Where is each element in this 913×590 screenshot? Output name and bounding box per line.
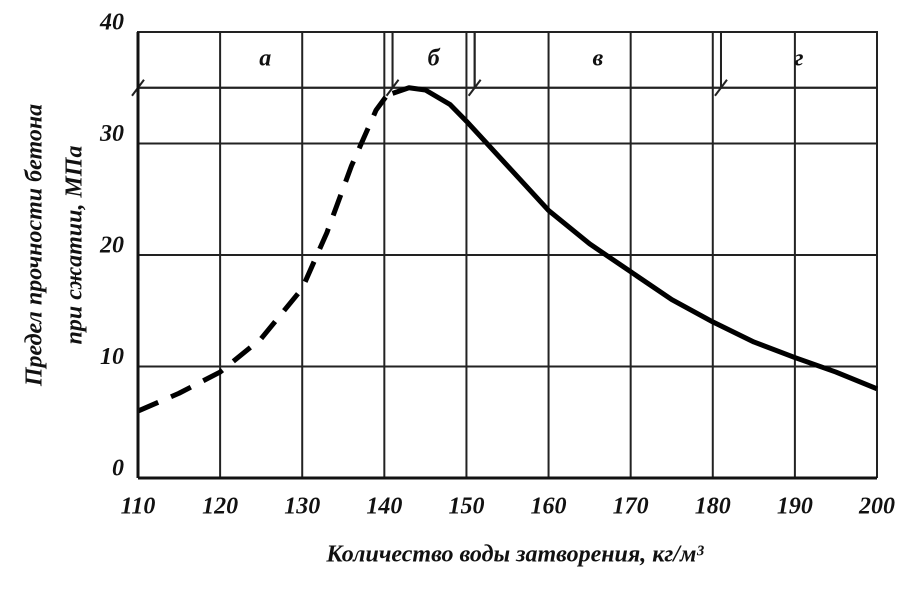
zone (719, 31, 878, 89)
x-tick-label: 140 (366, 494, 402, 520)
zone-tick (467, 79, 482, 97)
zone-label: а (259, 45, 271, 71)
x-tick-label: 150 (448, 494, 484, 520)
y-tick-label: 0 (112, 456, 124, 482)
x-tick-label: 160 (531, 494, 567, 520)
x-tick-label: 190 (777, 494, 813, 520)
zone-label: г (795, 45, 804, 71)
line (391, 85, 878, 392)
zone-tick (385, 79, 400, 97)
y-axis-label: при сжатии, МПа (62, 146, 88, 345)
x-tick-label: 180 (695, 494, 731, 520)
x-tick-label: 130 (284, 494, 320, 520)
y-axis-label: Предел прочности бетона (22, 104, 48, 387)
y-tick-label: 40 (99, 10, 124, 36)
x-tick-label: 170 (613, 494, 649, 520)
zone-tick (714, 79, 728, 97)
line (137, 86, 395, 414)
x-tick-label: 120 (202, 494, 238, 520)
x-tick-label: 110 (121, 494, 156, 520)
y-tick-label: 30 (99, 121, 124, 147)
zone-label: в (592, 45, 603, 71)
x-tick-label: 200 (858, 494, 895, 520)
y-tick-label: 20 (99, 233, 124, 259)
zone-label: б (428, 45, 441, 71)
y-tick-label: 10 (100, 344, 124, 370)
x-axis-label: Количество воды затворения, кг/м³ (325, 542, 704, 568)
